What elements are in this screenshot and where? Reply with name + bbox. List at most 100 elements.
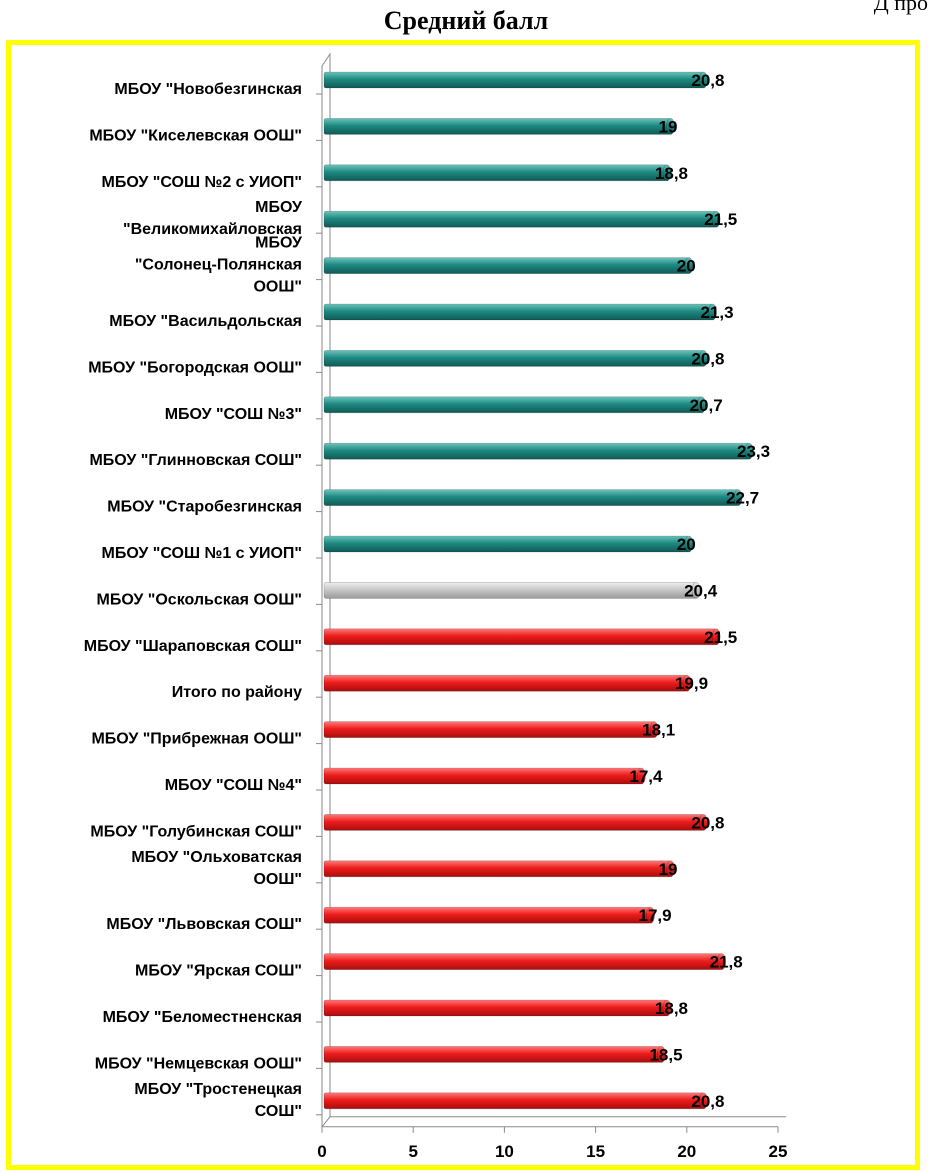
category-label: МБОУ "Ярская СОШ" bbox=[135, 963, 302, 980]
category-label: МБОУ "СОШ №2 с УИОП" bbox=[102, 174, 303, 191]
x-tick-label: 15 bbox=[586, 1142, 605, 1161]
category-label: МБОУ "Солонец-Полянская ООШ" bbox=[135, 235, 303, 296]
category-label: Итого по району bbox=[172, 684, 302, 701]
data-label: 18,5 bbox=[649, 1045, 682, 1064]
data-label: 20,8 bbox=[691, 1092, 724, 1111]
category-label: МБОУ "Оскольская ООШ" bbox=[96, 591, 302, 608]
category-label: МБОУ "Голубинская СОШ" bbox=[90, 823, 302, 840]
data-label: 20,8 bbox=[691, 813, 724, 832]
data-label: 19,9 bbox=[675, 674, 708, 693]
bar-cap bbox=[708, 303, 717, 321]
bar-cap bbox=[699, 814, 708, 831]
bar bbox=[323, 1092, 704, 1110]
data-label: 21,5 bbox=[704, 628, 737, 647]
chart-frame bbox=[6, 40, 920, 1170]
bar-cap bbox=[691, 582, 701, 599]
bar-cap bbox=[666, 118, 675, 135]
bar-cap bbox=[717, 953, 726, 970]
bar bbox=[323, 303, 713, 321]
bar-cap bbox=[699, 71, 708, 89]
data-label: 17,4 bbox=[629, 767, 663, 786]
bar bbox=[323, 489, 739, 506]
bar-cap bbox=[699, 350, 708, 367]
data-label: 20,4 bbox=[684, 581, 718, 600]
bar bbox=[323, 1046, 662, 1063]
category-label: МБОУ "Немцевская ООШ" bbox=[95, 1055, 302, 1072]
data-label: 20 bbox=[677, 257, 696, 276]
category-label: МБОУ "Глинновская СОШ" bbox=[89, 452, 302, 469]
data-label: 18,8 bbox=[655, 999, 688, 1018]
bar-cap bbox=[646, 906, 655, 924]
bar bbox=[323, 953, 722, 970]
data-label: 21,5 bbox=[704, 210, 737, 229]
data-label: 20,7 bbox=[690, 396, 723, 415]
bar bbox=[323, 535, 690, 553]
data-label: 18,1 bbox=[642, 721, 675, 740]
bar-cap bbox=[684, 535, 694, 553]
x-tick-label: 20 bbox=[677, 1142, 696, 1161]
bar-cap bbox=[697, 396, 706, 414]
category-label: МБОУ "Львовская СОШ" bbox=[106, 916, 302, 933]
data-label: 22,7 bbox=[726, 489, 759, 508]
bar bbox=[323, 71, 704, 89]
bar bbox=[323, 674, 688, 692]
category-label: МБОУ "Тростенецкая СОШ" bbox=[134, 1081, 302, 1120]
bar bbox=[323, 860, 671, 878]
bar bbox=[323, 767, 642, 785]
bar-cap bbox=[637, 767, 646, 785]
category-label: МБОУ "Ольховатская ООШ" bbox=[131, 849, 302, 888]
bar bbox=[323, 814, 704, 831]
x-tick-label: 0 bbox=[317, 1142, 326, 1161]
category-label: МБОУ "Прибрежная ООШ" bbox=[91, 731, 302, 748]
bar bbox=[323, 721, 655, 738]
bar-cap bbox=[733, 489, 743, 506]
data-label: 20 bbox=[677, 535, 696, 554]
category-label: МБОУ "СОШ №3" bbox=[165, 406, 302, 423]
bar-cap bbox=[649, 721, 659, 738]
bar-cap bbox=[711, 628, 721, 646]
bar-cap bbox=[744, 442, 754, 460]
bar-cap bbox=[684, 257, 694, 274]
category-label: МБОУ "СОШ №4" bbox=[165, 777, 302, 794]
bar-cap bbox=[699, 1092, 708, 1110]
bar bbox=[323, 350, 704, 367]
bar bbox=[323, 582, 697, 599]
bar bbox=[323, 628, 717, 646]
data-label: 20,8 bbox=[691, 349, 724, 368]
bar bbox=[323, 906, 651, 924]
x-tick-label: 10 bbox=[495, 1142, 514, 1161]
bar-cap bbox=[666, 860, 675, 878]
category-label: МБОУ "Киселевская ООШ" bbox=[89, 127, 302, 144]
bar bbox=[323, 118, 671, 135]
x-tick-label: 5 bbox=[408, 1142, 417, 1161]
data-label: 17,9 bbox=[638, 906, 671, 925]
category-label: МБОУ "Старобезгинская bbox=[107, 499, 302, 516]
category-label: МБОУ "СОШ №1 с УИОП" bbox=[102, 545, 303, 562]
bar bbox=[323, 396, 702, 414]
data-label: 18,8 bbox=[655, 164, 688, 183]
x-tick-label: 25 bbox=[769, 1142, 788, 1161]
bar-cap bbox=[682, 674, 692, 692]
bar-cap bbox=[711, 210, 721, 228]
data-label: 23,3 bbox=[737, 442, 770, 461]
category-label: МБОУ "Шараповская СОШ" bbox=[84, 638, 302, 655]
bar-cap bbox=[662, 999, 672, 1017]
bar bbox=[323, 210, 717, 228]
data-label: 19 bbox=[659, 117, 678, 136]
category-label: МБОУ "Васильдольская bbox=[109, 313, 302, 330]
bar bbox=[323, 257, 690, 274]
data-label: 19 bbox=[659, 860, 678, 879]
category-label: МБОУ "Новобезгинская bbox=[114, 81, 302, 98]
chart-title: Средний балл bbox=[383, 6, 549, 35]
axis-floor bbox=[321, 1116, 786, 1128]
bar bbox=[323, 164, 668, 182]
bar bbox=[323, 999, 668, 1017]
data-label: 20,8 bbox=[691, 71, 724, 90]
category-label: МБОУ "Богородская ООШ" bbox=[88, 359, 302, 376]
data-label: 21,3 bbox=[701, 303, 734, 322]
data-label: 21,8 bbox=[710, 953, 743, 972]
category-label: МБОУ "Великомихайловская bbox=[123, 199, 303, 238]
bar-cap bbox=[662, 164, 672, 182]
corner-text: Д про bbox=[873, 0, 928, 15]
